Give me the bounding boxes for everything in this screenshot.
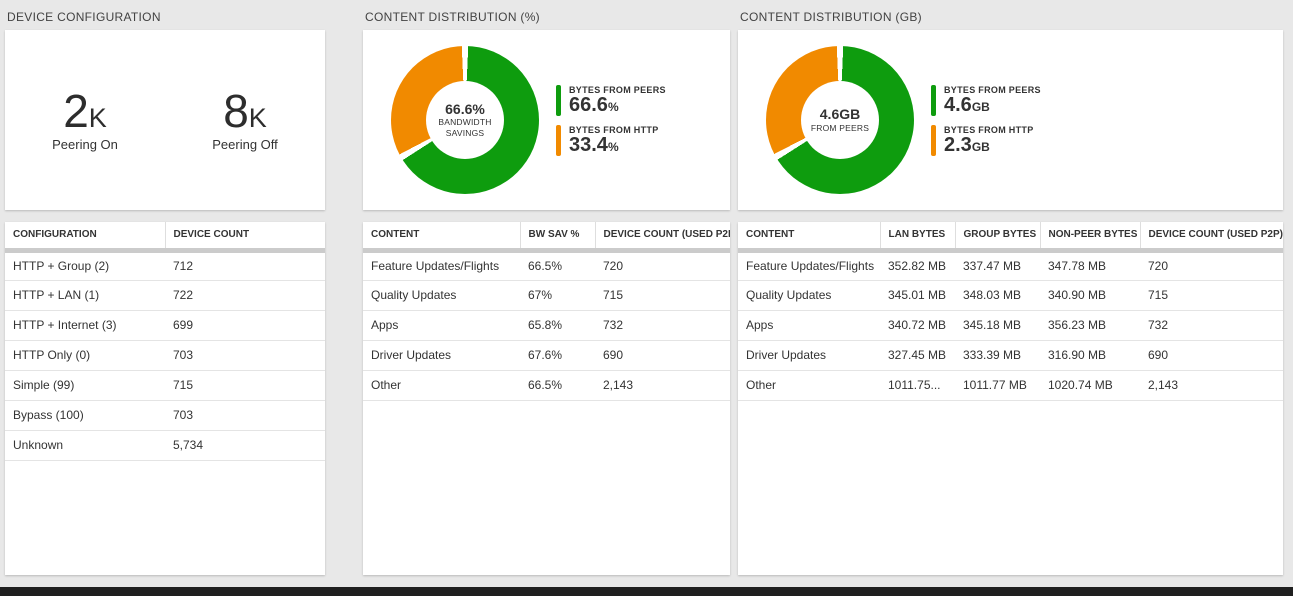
content-distribution-pct-panel: CONTENT DISTRIBUTION (%) 66.6% BANDWIDTH… xyxy=(363,10,730,575)
device-configuration-panel: DEVICE CONFIGURATION 2K Peering On 8K Pe… xyxy=(5,10,325,575)
panel-title: DEVICE CONFIGURATION xyxy=(7,10,161,24)
table-row[interactable]: Quality Updates 67% 715 xyxy=(363,280,730,311)
peering-off-value: 8K xyxy=(223,85,267,137)
table-row[interactable]: Apps 65.8% 732 xyxy=(363,310,730,341)
peering-on-label: Peering On xyxy=(52,137,118,152)
table-row[interactable]: Unknown 5,734 xyxy=(5,430,325,461)
content-distribution-gb-panel: CONTENT DISTRIBUTION (GB) 4.6GB FROM PEE… xyxy=(738,10,1283,575)
content-pct-table-tile: CONTENT BW SAV % DEVICE COUNT (USED P2P)… xyxy=(363,222,730,575)
table-row[interactable]: Other 66.5% 2,143 xyxy=(363,370,730,401)
donut-center: 66.6% BANDWIDTH SAVINGS xyxy=(426,81,504,159)
column-header: NON-PEER BYTES xyxy=(1040,222,1141,253)
legend-color-bar xyxy=(556,124,561,156)
table-row[interactable]: Simple (99) 715 xyxy=(5,370,325,401)
column-header: DEVICE COUNT xyxy=(165,222,325,253)
table-row[interactable]: Bypass (100) 703 xyxy=(5,400,325,431)
legend-item-bytes-from-http: BYTES FROM HTTP 2.3GB xyxy=(931,124,1041,156)
table-row[interactable]: HTTP + Internet (3) 699 xyxy=(5,310,325,341)
column-header: DEVICE COUNT (USED P2P) xyxy=(1140,222,1283,253)
table-row[interactable]: Apps 340.72 MB 345.18 MB 356.23 MB 732 xyxy=(738,310,1283,341)
table-row[interactable]: Feature Updates/Flights 66.5% 720 xyxy=(363,250,730,281)
device-config-table-tile: CONFIGURATION DEVICE COUNT HTTP + Group … xyxy=(5,222,325,575)
peering-stats-tile[interactable]: 2K Peering On 8K Peering Off xyxy=(5,30,325,210)
table-row[interactable]: Driver Updates 67.6% 690 xyxy=(363,340,730,371)
table-row[interactable]: HTTP Only (0) 703 xyxy=(5,340,325,371)
column-header: DEVICE COUNT (USED P2P) xyxy=(595,222,730,253)
table-row[interactable]: Feature Updates/Flights 352.82 MB 337.47 M… xyxy=(738,250,1283,281)
donut-chart-gb: 4.6GB FROM PEERS xyxy=(766,46,914,194)
column-header: GROUP BYTES xyxy=(955,222,1041,253)
legend-color-bar xyxy=(556,84,561,116)
donut-legend: BYTES FROM PEERS 4.6GB BYTES FROM HTTP 2… xyxy=(931,84,1041,156)
content-pct-table: CONTENT BW SAV % DEVICE COUNT (USED P2P)… xyxy=(363,222,730,401)
table-row[interactable]: Driver Updates 327.45 MB 333.39 MB 316.90 M… xyxy=(738,340,1283,371)
content-gb-table: CONTENT LAN BYTES GROUP BYTES NON-PEER B… xyxy=(738,222,1283,401)
panel-title: CONTENT DISTRIBUTION (GB) xyxy=(740,10,922,24)
legend-item-bytes-from-http: BYTES FROM HTTP 33.4% xyxy=(556,124,666,156)
peering-on-stat: 2K Peering On xyxy=(5,88,165,152)
table-header-row: CONTENT LAN BYTES GROUP BYTES NON-PEER B… xyxy=(738,222,1283,253)
column-header: BW SAV % xyxy=(520,222,596,253)
table-row[interactable]: Quality Updates 345.01 MB 348.03 MB 340.90 … xyxy=(738,280,1283,311)
peering-off-stat: 8K Peering Off xyxy=(165,88,325,152)
legend-color-bar xyxy=(931,84,936,116)
bottom-edge-strip xyxy=(0,587,1293,596)
column-header: LAN BYTES xyxy=(880,222,956,253)
column-header: CONTENT xyxy=(738,222,881,253)
panel-title: CONTENT DISTRIBUTION (%) xyxy=(365,10,540,24)
table-row[interactable]: Other 1011.75... 1011.77 MB 1020.74 MB 2,143 xyxy=(738,370,1283,401)
donut-legend: BYTES FROM PEERS 66.6% BYTES FROM HTTP 3… xyxy=(556,84,666,156)
bandwidth-savings-donut-tile[interactable]: 66.6% BANDWIDTH SAVINGS BYTES FROM PEERS… xyxy=(363,30,730,210)
bytes-from-peers-donut-tile[interactable]: 4.6GB FROM PEERS BYTES FROM PEERS 4.6GB … xyxy=(738,30,1283,210)
content-gb-table-tile: CONTENT LAN BYTES GROUP BYTES NON-PEER B… xyxy=(738,222,1283,575)
column-header: CONTENT xyxy=(363,222,521,253)
device-config-table: CONFIGURATION DEVICE COUNT HTTP + Group … xyxy=(5,222,325,461)
column-header: CONFIGURATION xyxy=(5,222,166,253)
donut-center: 4.6GB FROM PEERS xyxy=(801,81,879,159)
table-row[interactable]: HTTP + LAN (1) 722 xyxy=(5,280,325,311)
legend-item-bytes-from-peers: BYTES FROM PEERS 4.6GB xyxy=(931,84,1041,116)
table-row[interactable]: HTTP + Group (2) 712 xyxy=(5,250,325,281)
table-header-row: CONTENT BW SAV % DEVICE COUNT (USED P2P) xyxy=(363,222,730,253)
legend-item-bytes-from-peers: BYTES FROM PEERS 66.6% xyxy=(556,84,666,116)
peering-off-label: Peering Off xyxy=(212,137,278,152)
peering-on-value: 2K xyxy=(63,85,107,137)
donut-chart-pct: 66.6% BANDWIDTH SAVINGS xyxy=(391,46,539,194)
table-header-row: CONFIGURATION DEVICE COUNT xyxy=(5,222,325,253)
legend-color-bar xyxy=(931,124,936,156)
